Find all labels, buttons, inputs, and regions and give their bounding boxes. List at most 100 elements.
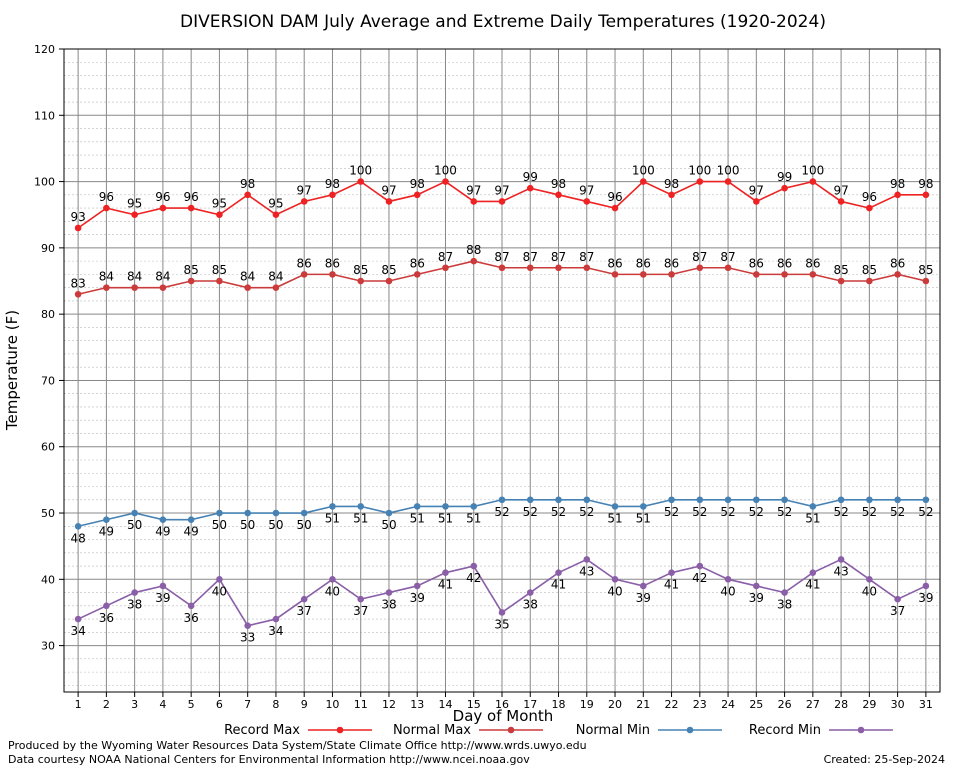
- legend-label-record-max: Record Max: [224, 723, 300, 738]
- data-point-record-min: [639, 582, 647, 590]
- data-label-record-max: 95: [268, 197, 283, 211]
- legend-label-record-min: Record Min: [749, 723, 821, 738]
- data-point-record-max: [555, 191, 562, 199]
- data-point-record-min: [781, 589, 788, 596]
- data-point-normal-max: [244, 284, 251, 291]
- x-tick-label: 6: [216, 698, 223, 711]
- data-label-normal-min: 51: [466, 511, 481, 525]
- y-tick-label: 40: [41, 573, 55, 586]
- y-tick-label: 80: [41, 308, 55, 321]
- data-point-normal-max: [103, 284, 110, 291]
- data-point-normal-min: [470, 503, 478, 510]
- data-label-normal-min: 49: [155, 525, 170, 539]
- data-label-record-min: 40: [720, 584, 735, 598]
- data-label-normal-min: 49: [184, 525, 199, 539]
- data-label-record-min: 37: [353, 604, 368, 618]
- data-label-normal-max: 86: [777, 256, 792, 270]
- legend-swatch-marker-record-min: [857, 726, 865, 734]
- data-label-normal-min: 51: [805, 511, 820, 525]
- data-point-record-min: [753, 582, 760, 590]
- legend-label-normal-min: Normal Min: [576, 723, 650, 738]
- data-label-normal-max: 86: [749, 256, 764, 270]
- data-label-record-max: 98: [664, 177, 679, 191]
- data-label-record-min: 37: [890, 604, 905, 618]
- data-label-normal-max: 87: [494, 250, 509, 264]
- data-label-record-min: 34: [70, 624, 85, 638]
- data-point-record-min: [442, 569, 449, 576]
- data-point-normal-min: [837, 496, 845, 504]
- data-label-normal-max: 86: [607, 256, 622, 270]
- data-label-normal-min: 52: [918, 505, 933, 519]
- data-point-record-max: [470, 198, 478, 205]
- data-label-normal-max: 84: [240, 270, 255, 284]
- data-point-record-min: [611, 576, 619, 583]
- data-point-record-max: [159, 204, 167, 212]
- x-tick-label: 15: [467, 698, 481, 711]
- data-point-record-max: [668, 191, 675, 199]
- data-label-record-max: 97: [466, 183, 481, 197]
- data-label-record-min: 42: [692, 571, 707, 585]
- data-label-normal-max: 84: [99, 270, 114, 284]
- footer-created-date: Created: 25-Sep-2024: [824, 753, 945, 766]
- x-tick-label: 9: [301, 698, 308, 711]
- data-label-record-min: 40: [607, 584, 622, 598]
- data-label-normal-max: 85: [353, 263, 368, 277]
- data-point-normal-min: [216, 509, 223, 517]
- data-label-normal-min: 49: [99, 525, 114, 539]
- data-label-normal-min: 51: [410, 511, 425, 525]
- data-label-record-min: 35: [494, 617, 509, 631]
- data-point-normal-max: [696, 264, 704, 272]
- data-point-record-max: [300, 198, 308, 205]
- data-point-normal-max: [216, 277, 223, 285]
- data-label-record-min: 38: [523, 598, 538, 612]
- data-point-record-min: [300, 595, 308, 603]
- data-point-normal-min: [74, 522, 82, 530]
- data-label-normal-min: 52: [579, 505, 594, 519]
- data-point-normal-max: [809, 271, 817, 278]
- data-label-normal-max: 86: [325, 256, 340, 270]
- data-point-record-min: [385, 589, 393, 596]
- data-label-normal-min: 52: [692, 505, 707, 519]
- legend-label-normal-max: Normal Max: [393, 723, 471, 738]
- x-tick-label: 16: [495, 698, 509, 711]
- data-label-record-max: 98: [325, 177, 340, 191]
- data-label-normal-min: 51: [607, 511, 622, 525]
- data-point-normal-min: [329, 503, 336, 510]
- data-label-record-min: 40: [325, 584, 340, 598]
- data-label-record-max: 98: [240, 177, 255, 191]
- data-label-record-min: 34: [268, 624, 283, 638]
- data-point-record-max: [611, 204, 619, 212]
- data-label-record-max: 96: [155, 190, 170, 204]
- data-label-record-min: 33: [240, 631, 255, 645]
- data-label-record-max: 95: [127, 197, 142, 211]
- data-label-normal-min: 52: [551, 505, 566, 519]
- data-point-record-max: [385, 198, 393, 205]
- data-label-record-min: 39: [918, 591, 933, 605]
- data-label-normal-max: 86: [805, 256, 820, 270]
- data-point-record-min: [809, 569, 817, 576]
- data-label-normal-max: 87: [438, 250, 453, 264]
- x-tick-label: 26: [778, 698, 792, 711]
- data-label-record-min: 41: [551, 578, 566, 592]
- data-point-normal-min: [639, 503, 647, 510]
- data-point-normal-max: [357, 277, 365, 285]
- series-normal-min: 48 49 50 49 49 50 50 50 50 51 51 50 51 51 51 52 52 52 52 51…: [70, 496, 934, 545]
- data-label-record-min: 39: [749, 591, 764, 605]
- data-point-record-max: [866, 204, 873, 212]
- series-record-max: 93 96 95 96 96 95 98 95 97 98 100 97 98 100 97 97 99 98 97…: [70, 164, 934, 232]
- data-label-normal-max: 88: [466, 243, 481, 257]
- data-point-normal-max: [498, 264, 506, 272]
- data-label-record-max: 98: [918, 177, 933, 191]
- data-point-record-min: [216, 576, 223, 583]
- y-tick-label: 30: [41, 640, 55, 653]
- data-point-normal-max: [159, 284, 167, 291]
- data-point-record-min: [103, 602, 110, 610]
- data-point-normal-min: [385, 509, 393, 517]
- data-label-normal-max: 86: [410, 256, 425, 270]
- data-point-record-max: [216, 211, 223, 219]
- x-tick-label: 29: [862, 698, 876, 711]
- data-point-normal-min: [272, 509, 280, 517]
